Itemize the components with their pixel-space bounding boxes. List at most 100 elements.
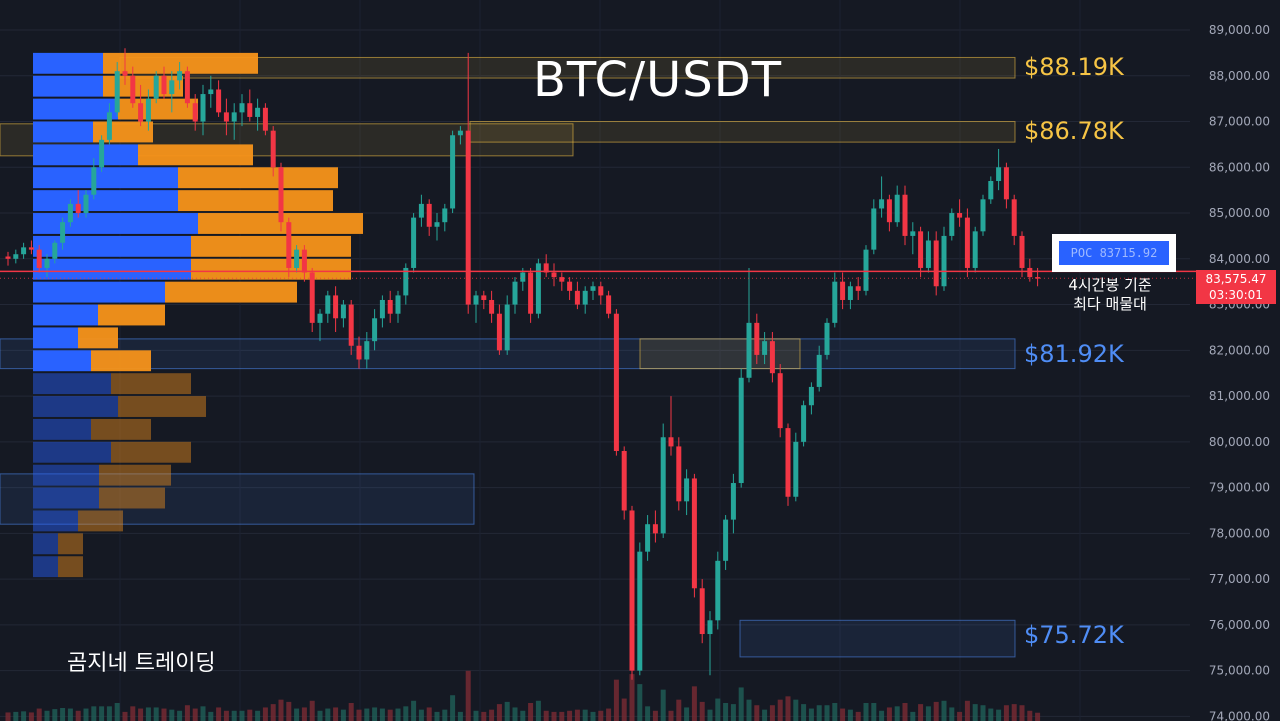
volume-bar — [504, 701, 510, 721]
profile-sell-bar — [111, 441, 191, 463]
candle-body — [286, 222, 292, 268]
candle-body — [184, 71, 190, 104]
volume-bar — [590, 711, 596, 721]
profile-buy-bar — [33, 441, 111, 463]
volume-bar — [379, 708, 385, 721]
volume-bar — [372, 707, 378, 721]
candle-body — [582, 290, 588, 305]
candle-body — [832, 281, 838, 323]
profile-buy-bar — [33, 304, 98, 326]
candle-body — [301, 249, 307, 273]
candle-body — [255, 107, 261, 117]
volume-bar — [801, 704, 807, 721]
volume-bar — [980, 705, 986, 721]
level-label-75-72k: $75.72K — [1024, 621, 1124, 649]
volume-bar — [925, 706, 931, 721]
watermark: 곰지네 트레이딩 — [67, 651, 216, 676]
volume-bar — [863, 703, 869, 721]
candle-body — [473, 295, 479, 305]
candle-body — [489, 299, 495, 314]
candle-body — [949, 213, 955, 236]
candle-body — [465, 130, 471, 305]
candle-body — [403, 267, 409, 296]
volume-bar — [1035, 712, 1041, 721]
candle-body — [730, 483, 736, 520]
candle-body — [925, 240, 931, 268]
profile-buy-bar — [33, 510, 78, 532]
volume-bar — [754, 705, 760, 721]
profile-sell-bar — [111, 373, 191, 395]
volume-bar — [28, 712, 34, 721]
candle-body — [871, 208, 877, 250]
volume-bar — [153, 707, 159, 721]
volume-bar — [60, 708, 66, 721]
profile-sell-bar — [165, 281, 297, 303]
volume-bar — [723, 703, 729, 721]
profile-buy-bar — [33, 98, 118, 120]
volume-bar — [933, 701, 939, 721]
candle-body — [707, 620, 713, 635]
candle-body — [738, 377, 744, 484]
candle-body — [996, 167, 1002, 182]
profile-sell-bar — [118, 98, 198, 120]
volume-bar — [660, 689, 666, 721]
y-tick-label: 81,000.00 — [1209, 389, 1270, 403]
poc-note: 4시간봉 기준 최다 매물대 — [1050, 276, 1170, 314]
candle-body — [918, 231, 924, 268]
candle-body — [598, 286, 604, 296]
volume-bar — [138, 708, 144, 721]
volume-bar — [13, 711, 19, 721]
volume-bar — [746, 699, 752, 721]
candle-body — [177, 71, 183, 81]
candle-body — [130, 75, 136, 104]
volume-bar — [910, 711, 916, 721]
poc-note-line1: 4시간봉 기준 — [1068, 276, 1152, 294]
candle-body — [723, 519, 729, 561]
profile-buy-bar — [33, 327, 78, 349]
volume-bar — [629, 674, 635, 721]
candle-body — [496, 313, 502, 351]
candle-body — [808, 386, 814, 406]
volume-bar — [270, 704, 276, 721]
candle-body — [208, 89, 214, 95]
volume-bar — [301, 707, 307, 721]
candle-body — [36, 249, 42, 268]
volume-bar — [567, 710, 573, 721]
candle-body — [574, 290, 580, 305]
volume-bar — [699, 701, 705, 721]
volume-bar — [535, 700, 541, 721]
volume-bar — [36, 708, 42, 721]
volume-bar — [294, 708, 300, 721]
candle-body — [395, 295, 401, 314]
candle-body — [278, 167, 284, 223]
candle-body — [356, 345, 362, 360]
volume-bar — [317, 710, 323, 721]
poc-box: POC 83715.92 — [1052, 234, 1176, 272]
volume-bar — [169, 709, 175, 721]
candle-body — [637, 551, 643, 671]
profile-sell-bar — [91, 418, 151, 440]
profile-sell-bar — [99, 487, 165, 509]
volume-bar — [309, 700, 315, 721]
volume-bar — [348, 703, 354, 721]
candle-body — [879, 199, 885, 209]
volume-bar — [52, 709, 58, 721]
volume-bar — [122, 711, 128, 721]
profile-sell-bar — [58, 556, 83, 578]
volume-bar — [426, 707, 432, 721]
profile-buy-bar — [33, 464, 99, 486]
profile-buy-bar — [33, 167, 178, 189]
candle-body — [44, 258, 50, 268]
price-axis — [1190, 0, 1280, 721]
candle-body — [325, 295, 331, 314]
profile-buy-bar — [33, 533, 58, 555]
volume-bar — [333, 707, 339, 721]
candle-body — [247, 103, 253, 117]
poc-label: POC 83715.92 — [1059, 241, 1169, 265]
volume-bar — [208, 711, 214, 721]
volume-bar — [637, 684, 643, 721]
candle-body — [793, 441, 799, 497]
profile-sell-bar — [191, 235, 351, 257]
profile-buy-bar — [33, 235, 191, 257]
volume-bar — [808, 708, 814, 721]
